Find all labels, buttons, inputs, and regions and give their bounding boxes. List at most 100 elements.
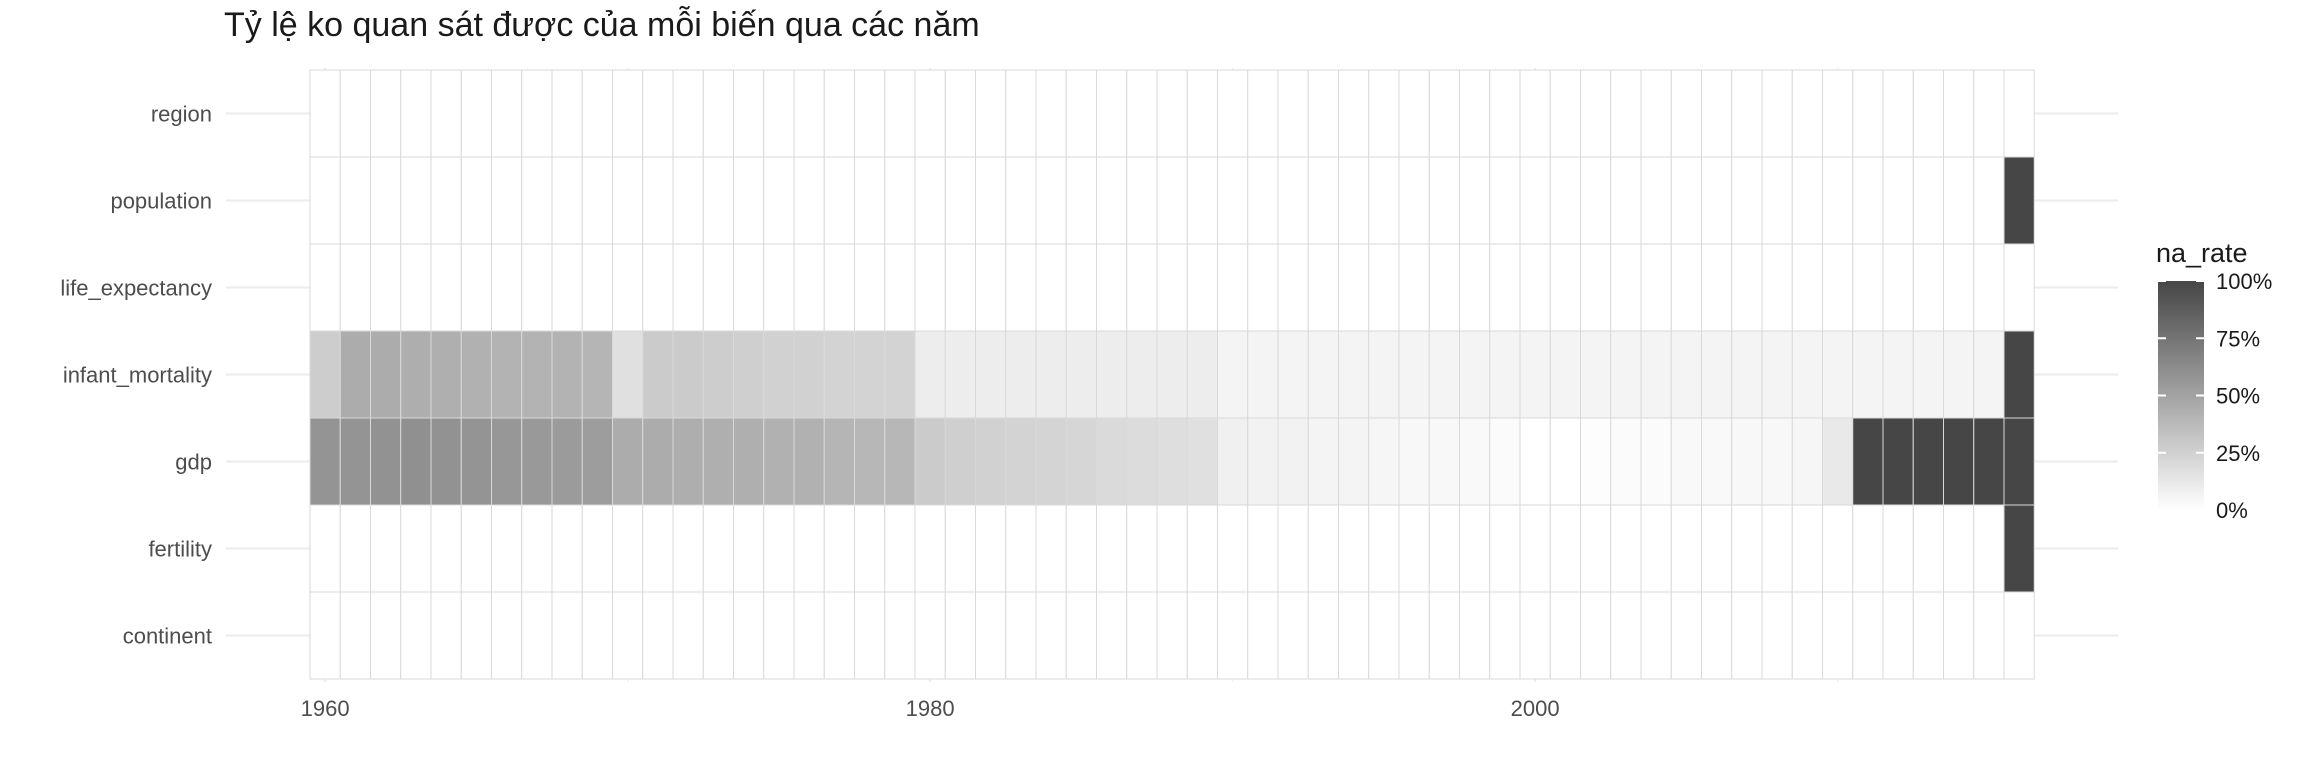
heatmap-tile — [672, 417, 704, 506]
heatmap-tile — [1489, 156, 1521, 245]
heatmap-tile — [1338, 243, 1370, 332]
heatmap-tile — [1065, 156, 1097, 245]
heatmap-tile — [1307, 591, 1339, 680]
heatmap-tile — [1005, 156, 1037, 245]
heatmap-tile — [1912, 243, 1944, 332]
heatmap-tile — [1761, 243, 1793, 332]
heatmap-tile — [491, 156, 523, 245]
heatmap-tile — [1096, 330, 1128, 419]
heatmap-tile — [733, 417, 765, 506]
heatmap-tile — [733, 156, 765, 245]
heatmap-tile — [1912, 591, 1944, 680]
heatmap-tile — [854, 243, 886, 332]
heatmap-tile — [975, 591, 1007, 680]
heatmap-tile — [733, 330, 765, 419]
heatmap-tile — [1035, 156, 1067, 245]
heatmap-tile — [370, 69, 402, 158]
heatmap-tile — [672, 156, 704, 245]
heatmap-tile — [642, 417, 674, 506]
heatmap-tile — [581, 504, 613, 593]
heatmap-tile — [1277, 69, 1309, 158]
heatmap-tile — [672, 591, 704, 680]
heatmap-tile — [1338, 330, 1370, 419]
heatmap-tile — [1580, 417, 1612, 506]
heatmap-tile — [884, 69, 916, 158]
heatmap-tile — [1943, 417, 1975, 506]
heatmap-tile — [944, 243, 976, 332]
heatmap-tile — [702, 591, 734, 680]
heatmap-tile — [763, 69, 795, 158]
heatmap-tile — [642, 591, 674, 680]
heatmap-tile — [1670, 156, 1702, 245]
heatmap-tile — [491, 591, 523, 680]
heatmap-tile — [2003, 156, 2035, 245]
heatmap-tile — [1549, 156, 1581, 245]
heatmap-tile — [823, 156, 855, 245]
heatmap-tile — [944, 417, 976, 506]
heatmap-tile — [1610, 243, 1642, 332]
heatmap-tile — [551, 69, 583, 158]
heatmap-tile — [672, 504, 704, 593]
heatmap-tile — [1247, 243, 1279, 332]
heatmap-tile — [1489, 417, 1521, 506]
heatmap-tile — [1670, 504, 1702, 593]
heatmap-tile — [1247, 417, 1279, 506]
heatmap-tile — [460, 591, 492, 680]
heatmap-tile — [339, 156, 371, 245]
heatmap-tile — [1882, 243, 1914, 332]
heatmap-tile — [1277, 504, 1309, 593]
heatmap-tile — [1640, 330, 1672, 419]
heatmap-tile — [1186, 417, 1218, 506]
heatmap-tile — [1761, 156, 1793, 245]
heatmap-tile — [1519, 591, 1551, 680]
heatmap-tile — [1247, 330, 1279, 419]
y-tick-label: continent — [123, 624, 212, 649]
heatmap-tile — [1580, 156, 1612, 245]
heatmap-tile — [612, 417, 644, 506]
heatmap-tile — [1973, 417, 2005, 506]
legend-tick-label: 25% — [2216, 441, 2260, 466]
heatmap-tile — [1398, 504, 1430, 593]
heatmap-tile — [1943, 591, 1975, 680]
legend-tick-label: 0% — [2216, 498, 2248, 523]
heatmap-tile — [1428, 330, 1460, 419]
heatmap-tile — [914, 504, 946, 593]
heatmap-tile — [1973, 243, 2005, 332]
heatmap-tile — [1186, 591, 1218, 680]
heatmap-tile — [460, 243, 492, 332]
heatmap-tile — [309, 69, 341, 158]
heatmap-tile — [581, 417, 613, 506]
heatmap-tile — [1156, 504, 1188, 593]
heatmap-tile — [823, 330, 855, 419]
heatmap-tile — [1973, 69, 2005, 158]
heatmap-tile — [400, 330, 432, 419]
heatmap-tile — [884, 243, 916, 332]
heatmap-tile — [1701, 591, 1733, 680]
heatmap-tile — [1549, 330, 1581, 419]
heatmap-tile — [309, 504, 341, 593]
heatmap-tile — [1368, 417, 1400, 506]
heatmap-tile — [1338, 69, 1370, 158]
heatmap-tile — [309, 417, 341, 506]
heatmap-tile — [1701, 69, 1733, 158]
heatmap-tile — [1459, 504, 1491, 593]
heatmap-tile — [400, 504, 432, 593]
heatmap-tile — [2003, 504, 2035, 593]
heatmap-tile — [1459, 69, 1491, 158]
heatmap-tile — [1852, 417, 1884, 506]
heatmap-tile — [1065, 417, 1097, 506]
heatmap-tile — [1610, 591, 1642, 680]
heatmap-tile — [2003, 69, 2035, 158]
heatmap-tile — [854, 591, 886, 680]
heatmap-tile — [460, 417, 492, 506]
heatmap-tile — [1217, 504, 1249, 593]
heatmap-tile — [1852, 330, 1884, 419]
heatmap-tile — [1005, 243, 1037, 332]
heatmap-tile — [944, 591, 976, 680]
heatmap-tile — [1156, 69, 1188, 158]
legend-tick-label: 50% — [2216, 384, 2260, 409]
heatmap-tile — [1519, 504, 1551, 593]
heatmap-tile — [1701, 330, 1733, 419]
